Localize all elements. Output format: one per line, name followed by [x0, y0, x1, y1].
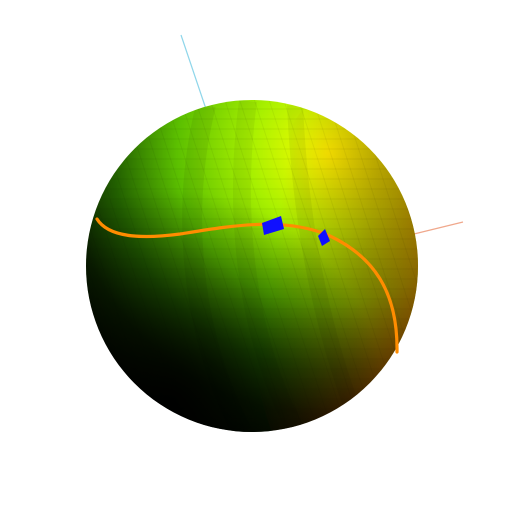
sphere[interactable]: [86, 70, 490, 512]
marker-1[interactable]: [262, 216, 284, 235]
axis-right: [413, 221, 464, 235]
marker-2[interactable]: [318, 229, 330, 246]
axis-upper-left: [180, 34, 208, 113]
